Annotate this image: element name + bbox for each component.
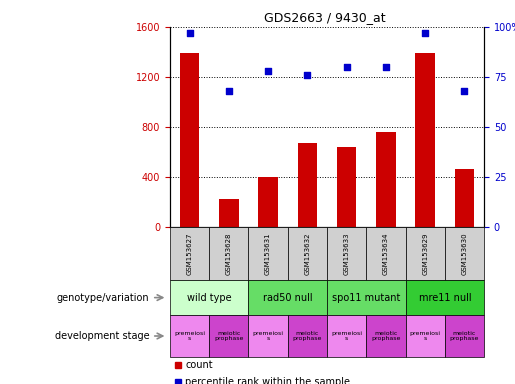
Point: [303, 72, 312, 78]
Text: mre11 null: mre11 null: [419, 293, 471, 303]
Text: premeiosi
s: premeiosi s: [174, 331, 205, 341]
Bar: [259, 177, 278, 227]
Text: spo11 mutant: spo11 mutant: [332, 293, 401, 303]
Point: [342, 64, 351, 70]
Bar: [209, 315, 248, 357]
Point: [225, 88, 233, 94]
Point: [460, 88, 469, 94]
Bar: [416, 53, 435, 227]
Bar: [170, 227, 209, 280]
Text: meiotic
prophase: meiotic prophase: [450, 331, 479, 341]
Bar: [327, 227, 366, 280]
Text: meiotic
prophase: meiotic prophase: [214, 331, 244, 341]
Point: [185, 30, 194, 36]
Text: premeiosi
s: premeiosi s: [253, 331, 284, 341]
Text: rad50 null: rad50 null: [263, 293, 313, 303]
Text: GSM153634: GSM153634: [383, 232, 389, 275]
Bar: [445, 315, 484, 357]
Text: meiotic
prophase: meiotic prophase: [371, 331, 401, 341]
Bar: [298, 143, 317, 227]
Point: [421, 30, 430, 36]
Point: [382, 64, 390, 70]
Text: GSM153627: GSM153627: [186, 232, 193, 275]
Text: percentile rank within the sample: percentile rank within the sample: [185, 377, 350, 384]
Text: premeiosi
s: premeiosi s: [410, 331, 441, 341]
Bar: [288, 227, 327, 280]
Text: genotype/variation: genotype/variation: [57, 293, 149, 303]
Bar: [288, 315, 327, 357]
Text: premeiosi
s: premeiosi s: [331, 331, 362, 341]
Bar: [376, 132, 396, 227]
Text: GSM153629: GSM153629: [422, 232, 428, 275]
Text: count: count: [185, 360, 213, 370]
Point: [264, 68, 272, 74]
Bar: [180, 53, 199, 227]
Bar: [366, 227, 406, 280]
Bar: [170, 315, 209, 357]
Text: wild type: wild type: [187, 293, 232, 303]
Bar: [209, 227, 248, 280]
Bar: [406, 227, 445, 280]
Text: GSM153632: GSM153632: [304, 232, 311, 275]
Bar: [366, 315, 406, 357]
Text: GSM153633: GSM153633: [344, 232, 350, 275]
Bar: [406, 315, 445, 357]
Text: GDS2663 / 9430_at: GDS2663 / 9430_at: [264, 12, 385, 25]
Text: GSM153631: GSM153631: [265, 232, 271, 275]
Bar: [455, 169, 474, 227]
Bar: [219, 199, 238, 227]
Text: meiotic
prophase: meiotic prophase: [293, 331, 322, 341]
Bar: [445, 227, 484, 280]
Text: development stage: development stage: [55, 331, 149, 341]
Bar: [248, 280, 327, 315]
Text: GSM153630: GSM153630: [461, 232, 468, 275]
Bar: [170, 280, 248, 315]
Bar: [337, 147, 356, 227]
Bar: [248, 227, 288, 280]
Bar: [327, 315, 366, 357]
Text: GSM153628: GSM153628: [226, 232, 232, 275]
Bar: [248, 315, 288, 357]
Bar: [406, 280, 484, 315]
Bar: [327, 280, 406, 315]
